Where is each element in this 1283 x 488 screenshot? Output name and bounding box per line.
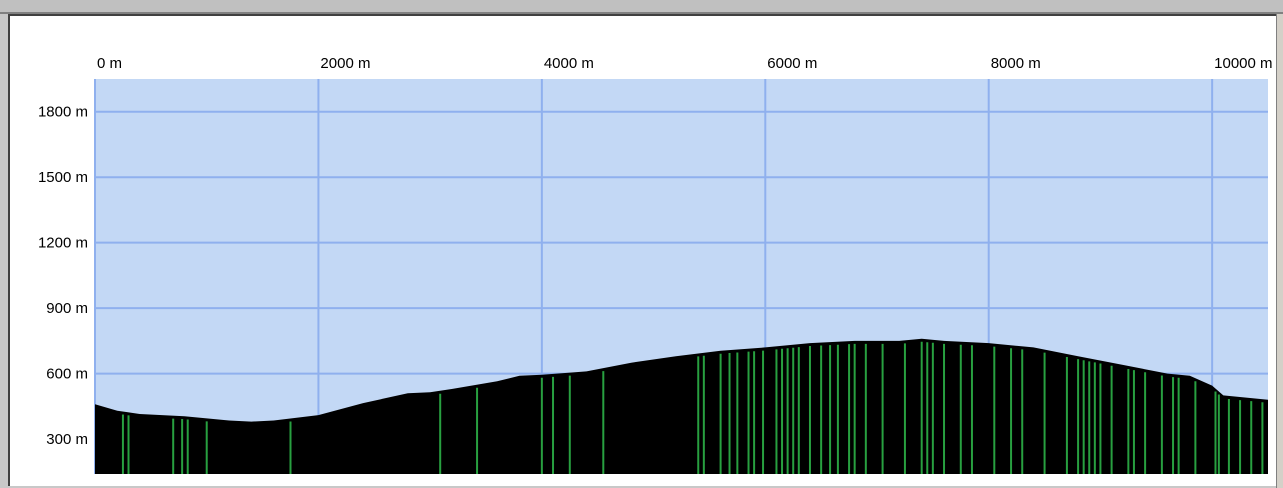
y-tick-label: 600 m [46, 366, 88, 383]
y-axis-ticks: 1800 m 1500 m 1200 m 900 m 600 m 300 m [38, 104, 88, 448]
marker-lines [121, 341, 1264, 474]
x-tick-label: 0 m [97, 55, 122, 72]
x-tick-label: 6000 m [767, 55, 817, 72]
x-tick-label: 2000 m [320, 55, 370, 72]
terrain-profile [95, 338, 1268, 474]
y-tick-label: 900 m [46, 300, 88, 317]
y-tick-label: 1800 m [38, 104, 88, 121]
y-tick-label: 1500 m [38, 169, 88, 186]
x-tick-label: 8000 m [991, 55, 1041, 72]
x-axis-ticks: 0 m 2000 m 4000 m 6000 m 8000 m 10000 m [97, 55, 1273, 72]
right-border [1276, 14, 1283, 488]
y-tick-label: 1200 m [38, 235, 88, 252]
window-title-bar [0, 0, 1283, 14]
y-tick-label: 300 m [46, 431, 88, 448]
x-tick-label: 4000 m [544, 55, 594, 72]
x-tick-label: 10000 m [1214, 55, 1272, 72]
